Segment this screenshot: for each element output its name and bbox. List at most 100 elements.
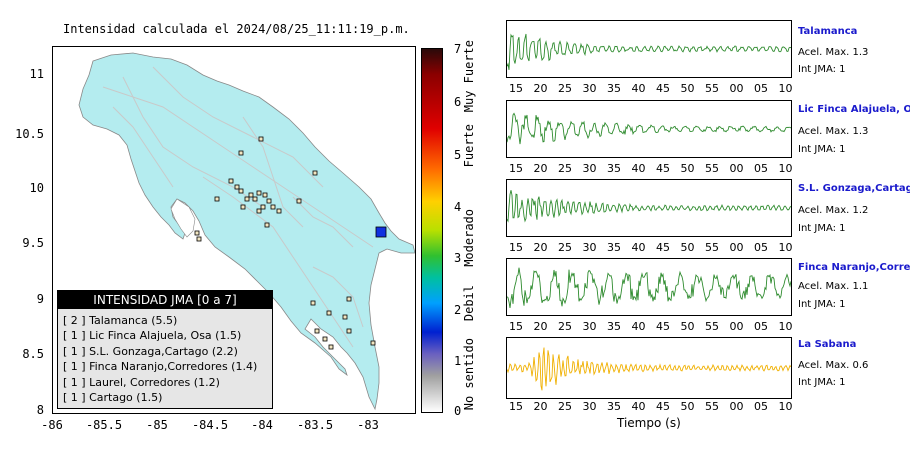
waveform-line	[507, 112, 791, 145]
station-name: Talamanca	[798, 26, 858, 37]
waveform-panel-talamanca[interactable]	[506, 20, 792, 78]
legend-row: [ 2 ] Talamanca (5.5)	[63, 314, 178, 327]
time-tick-label: 30	[582, 320, 597, 333]
time-tick-label: 50	[680, 241, 695, 254]
time-tick-label: 50	[680, 320, 695, 333]
time-tick-label: 10	[778, 400, 793, 413]
y-tick-label: 9.5	[22, 236, 44, 250]
x-tick-label: -84.5	[191, 418, 229, 432]
time-tick-label: 15	[509, 320, 523, 333]
x-tick-label: -85.5	[85, 418, 123, 432]
colorbar-number: 6	[454, 95, 462, 109]
colorbar-number: 1	[454, 354, 462, 368]
legend-title: INTENSIDAD JMA [0 a 7]	[58, 291, 272, 309]
waveform-time-ticks: 15 20 25 30 35 40 45 50 55 00 05 10	[506, 241, 793, 254]
intensity-colorbar	[421, 48, 443, 413]
time-tick-label: 10	[778, 320, 793, 333]
station-intensity: Int JMA: 1	[798, 299, 846, 310]
time-tick-label: 50	[680, 82, 695, 95]
time-tick-label: 20	[533, 241, 548, 254]
time-tick-label: 55	[705, 400, 719, 413]
station-accel: Acel. Max. 1.1	[798, 281, 869, 292]
map-title: Intensidad calculada el 2024/08/25_11:11…	[63, 22, 410, 36]
time-tick-label: 00	[729, 400, 744, 413]
waveform-time-ticks: 15 20 25 30 35 40 45 50 55 00 05 10	[506, 400, 793, 413]
colorbar-number: 7	[454, 42, 462, 56]
time-tick-label: 55	[705, 320, 719, 333]
station-intensity: Int JMA: 1	[798, 64, 846, 75]
x-tick-label: -83.5	[296, 418, 334, 432]
time-tick-label: 20	[533, 162, 548, 175]
colorbar-word: No sentido	[462, 338, 476, 411]
waveform-trace	[507, 190, 791, 223]
colorbar-number: 5	[454, 148, 462, 162]
time-tick-label: 40	[631, 162, 646, 175]
waveform-panel-osa[interactable]	[506, 100, 792, 158]
time-tick-label: 30	[582, 82, 597, 95]
y-tick-label: 11	[29, 67, 44, 81]
land-shape	[78, 52, 415, 411]
time-tick-label: 00	[729, 162, 744, 175]
time-tick-label: 40	[631, 400, 646, 413]
x-tick-label: -84	[251, 418, 273, 432]
time-tick-label: 00	[729, 320, 744, 333]
time-tick-label: 55	[705, 162, 719, 175]
epicenter-marker	[375, 226, 387, 238]
y-tick-label: 9	[36, 292, 44, 306]
time-tick-label: 55	[705, 241, 719, 254]
time-axis-title: Tiempo (s)	[617, 416, 681, 430]
colorbar-word: Moderado	[462, 209, 476, 267]
station-intensity: Int JMA: 1	[798, 144, 846, 155]
waveform-trace	[507, 347, 791, 391]
time-tick-label: 55	[705, 82, 719, 95]
time-tick-label: 30	[582, 400, 597, 413]
station-intensity: Int JMA: 1	[798, 377, 846, 388]
time-tick-label: 50	[680, 162, 695, 175]
waveform-panel-cartago[interactable]	[506, 179, 792, 237]
station-accel: Acel. Max. 1.3	[798, 126, 869, 137]
time-tick-label: 45	[656, 82, 670, 95]
y-tick-label: 8.5	[22, 347, 44, 361]
waveform-panel-sabana[interactable]	[506, 337, 792, 399]
station-name: La Sabana	[798, 339, 857, 350]
colorbar-word: Debil	[462, 285, 476, 322]
legend-row: [ 1 ] Laurel, Corredores (1.2)	[63, 375, 220, 389]
time-tick-label: 25	[558, 320, 572, 333]
time-tick-label: 45	[656, 241, 670, 254]
time-tick-label: 25	[558, 400, 572, 413]
time-tick-label: 45	[656, 320, 670, 333]
time-tick-label: 15	[509, 241, 523, 254]
station-accel: Acel. Max. 1.3	[798, 47, 869, 58]
x-tick-label: -85	[146, 418, 168, 432]
waveform-panel-corredores[interactable]	[506, 258, 792, 316]
y-tick-label: 8	[36, 403, 44, 417]
station-markers	[194, 136, 376, 350]
colorbar-word: Muy Fuerte	[462, 40, 476, 113]
costa-rica-map	[78, 52, 415, 411]
time-tick-label: 25	[558, 82, 572, 95]
nicoya-gulf	[170, 198, 196, 238]
time-tick-label: 40	[631, 241, 646, 254]
time-tick-label: 05	[754, 162, 768, 175]
time-tick-label: 15	[509, 162, 523, 175]
legend-row: [ 1 ] Lic Finca Alajuela, Osa (1.5)	[63, 329, 242, 343]
station-accel: Acel. Max. 0.6	[798, 360, 869, 371]
time-tick-label: 20	[533, 320, 548, 333]
time-tick-label: 20	[533, 82, 548, 95]
y-tick-label: 10	[29, 181, 44, 195]
time-tick-label: 15	[509, 400, 523, 413]
time-tick-label: 50	[680, 400, 695, 413]
time-tick-label: 05	[754, 82, 768, 95]
time-tick-label: 25	[558, 241, 572, 254]
time-tick-label: 35	[607, 82, 621, 95]
time-tick-label: 25	[558, 162, 572, 175]
time-tick-label: 05	[754, 320, 768, 333]
time-tick-label: 45	[656, 162, 670, 175]
time-tick-label: 15	[509, 82, 523, 95]
legend-row: [ 1 ] Finca Naranjo,Corredores (1.4)	[63, 360, 258, 374]
time-tick-label: 30	[582, 241, 597, 254]
x-tick-label: -83	[357, 418, 379, 432]
station-name: Finca Naranjo,Corredores	[798, 262, 910, 273]
time-tick-label: 20	[533, 400, 548, 413]
time-tick-label: 10	[778, 162, 793, 175]
